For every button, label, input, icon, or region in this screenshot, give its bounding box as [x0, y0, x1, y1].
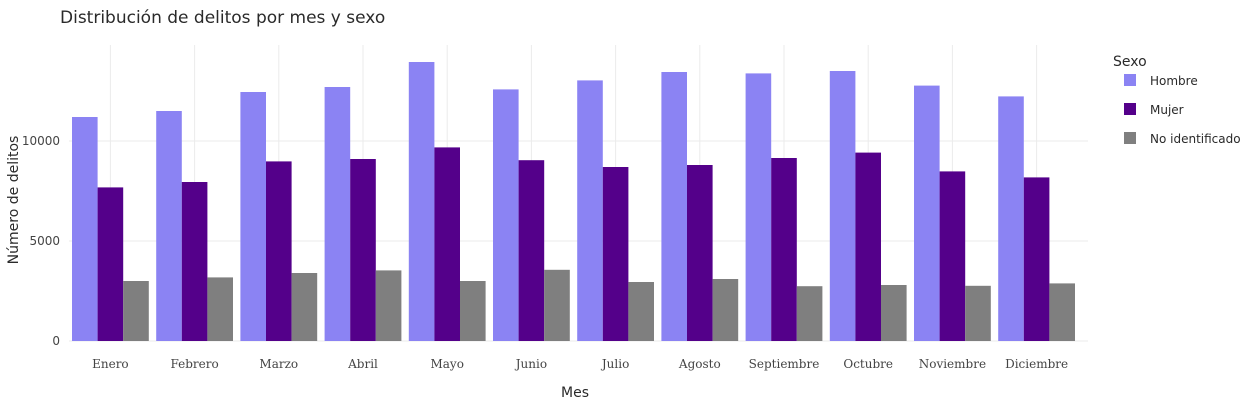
legend-label: Hombre [1150, 74, 1198, 88]
x-tick-label: Diciembre [1005, 357, 1068, 371]
bar [97, 187, 124, 341]
bar [577, 80, 603, 342]
bar [796, 286, 823, 341]
bar [687, 165, 713, 341]
x-tick-label: Junio [514, 357, 547, 371]
legend: Sexo Hombre Mujer No identificado [1113, 54, 1241, 146]
bar [628, 282, 654, 341]
bar [602, 167, 629, 341]
y-axis-title: Número de delitos [6, 136, 22, 265]
bar [914, 85, 940, 341]
bar [661, 72, 687, 341]
bar [240, 92, 266, 341]
x-tick-label: Julio [600, 357, 629, 371]
legend-swatch [1124, 132, 1136, 144]
bar [460, 281, 486, 341]
bar [745, 73, 772, 342]
bar [829, 71, 856, 341]
bar [881, 285, 907, 341]
bar [123, 281, 149, 341]
chart-title: Distribución de delitos por mes y sexo [60, 8, 385, 28]
bar [771, 158, 797, 341]
bar [434, 147, 460, 341]
x-tick-label: Septiembre [749, 357, 820, 371]
bar [324, 87, 351, 341]
x-tick-label: Enero [92, 357, 129, 371]
legend-label: No identificado [1150, 132, 1241, 146]
bar [375, 270, 402, 341]
bar [493, 89, 519, 342]
bar [939, 171, 966, 341]
legend-swatch [1124, 103, 1136, 115]
x-tick-label: Mayo [430, 357, 463, 371]
bar [207, 277, 233, 341]
y-tick-label: 5000 [29, 234, 60, 248]
bar [855, 152, 881, 341]
legend-title: Sexo [1113, 54, 1147, 70]
bar [544, 269, 570, 341]
bar [266, 161, 292, 341]
y-tick-label: 10000 [22, 134, 60, 148]
legend-label: Mujer [1150, 103, 1184, 117]
bars [72, 62, 1075, 342]
x-tick-label: Marzo [259, 357, 298, 371]
bar [156, 111, 182, 341]
x-axis-ticks: Enero Febrero Marzo Abril Mayo Junio Julio Agos… [92, 357, 1068, 371]
legend-swatch [1124, 74, 1136, 86]
bar [181, 182, 208, 341]
x-tick-label: Abril [347, 357, 378, 371]
y-tick-label: 0 [52, 334, 60, 348]
x-axis-title: Mes [561, 385, 589, 400]
x-tick-label: Noviembre [919, 357, 986, 371]
y-axis-ticks: 0 5000 10000 [22, 134, 60, 348]
bar [712, 279, 739, 341]
bar [965, 285, 991, 341]
x-tick-label: Octubre [843, 357, 893, 371]
bar [1049, 283, 1075, 341]
bar [291, 273, 318, 341]
x-tick-label: Agosto [678, 357, 721, 371]
bar [1023, 177, 1050, 341]
bar [518, 160, 545, 341]
bar [998, 96, 1024, 342]
bar [350, 159, 376, 341]
bar [72, 117, 98, 341]
x-tick-label: Febrero [170, 357, 218, 371]
bar [408, 62, 435, 341]
